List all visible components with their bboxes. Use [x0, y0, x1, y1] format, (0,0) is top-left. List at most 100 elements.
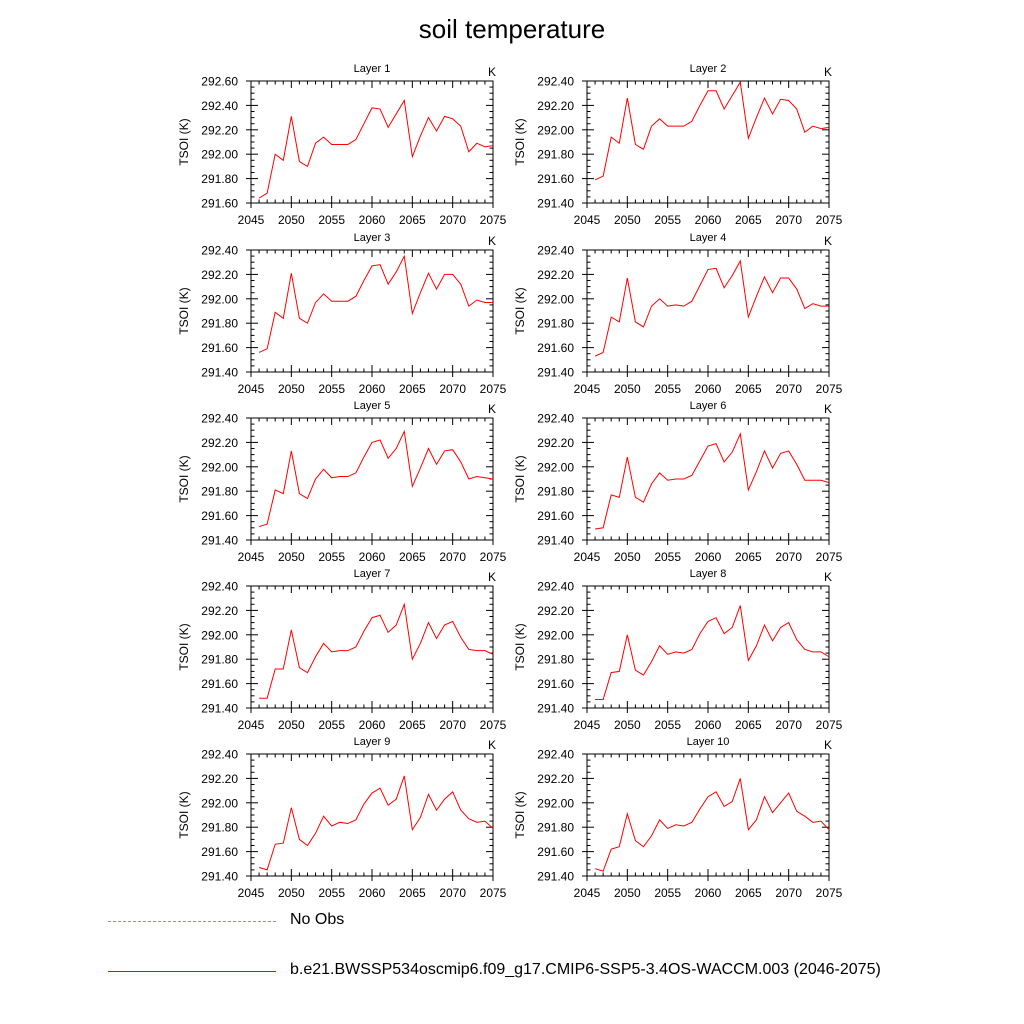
panel-title: Layer 4 — [690, 232, 727, 244]
x-tick-label: 2050 — [278, 382, 305, 396]
y-tick-label: 291.40 — [201, 534, 238, 548]
panel-layer-7: Layer 7 K 2045 2050 2055 2060 2065 2070 2075 291.… — [177, 568, 507, 732]
x-tick-label: 2060 — [359, 550, 386, 564]
legend-swatch-dashed — [108, 921, 276, 922]
x-tick-label: 2060 — [359, 886, 386, 900]
y-tick-label: 291.60 — [201, 341, 238, 355]
y-tick-label: 291.80 — [537, 485, 574, 499]
y-tick-label: 292.40 — [201, 244, 238, 258]
plot-frame — [587, 81, 829, 203]
y-tick-label: 292.40 — [537, 75, 574, 89]
y-tick-label: 292.00 — [537, 628, 574, 642]
y-tick-label: 292.40 — [201, 412, 238, 426]
y-tick-label: 292.20 — [201, 436, 238, 450]
y-tick-label: 292.00 — [201, 628, 238, 642]
x-tick-label: 2065 — [735, 213, 762, 227]
x-tick-label: 2075 — [480, 718, 507, 732]
y-tick-label: 291.40 — [537, 870, 574, 884]
x-tick-label: 2065 — [735, 382, 762, 396]
x-tick-label: 2075 — [480, 213, 507, 227]
y-tick-label: 292.00 — [201, 460, 238, 474]
y-tick-label: 292.00 — [201, 148, 238, 162]
x-tick-label: 2065 — [735, 550, 762, 564]
x-tick-label: 2050 — [614, 213, 641, 227]
x-tick-label: 2050 — [614, 718, 641, 732]
x-tick-label: 2055 — [318, 718, 345, 732]
x-tick-label: 2055 — [654, 718, 681, 732]
panel-layer-10: Layer 10 K2045 2050 2055 2060 2065 2070 2075291… — [513, 736, 843, 900]
y-tick-label: 292.40 — [537, 412, 574, 426]
y-axis-label: TSOI (K) — [177, 287, 191, 334]
series-line — [259, 256, 493, 352]
y-axis-label: TSOI (K) — [513, 623, 527, 670]
y-tick-label: 291.60 — [201, 677, 238, 691]
panel-title: Layer 2 — [690, 63, 727, 75]
y-tick-label: 292.40 — [537, 244, 574, 258]
y-tick-label: 291.80 — [201, 172, 238, 186]
x-tick-label: 2070 — [439, 213, 466, 227]
panel-layer-8: Layer 8 K2045 2050 2055 2060 2065 2070 2075291.… — [513, 568, 843, 732]
x-tick-label: 2055 — [654, 382, 681, 396]
y-tick-label: 291.80 — [537, 653, 574, 667]
y-tick-label: 292.20 — [537, 268, 574, 282]
x-tick-label: 2055 — [318, 382, 345, 396]
x-tick-label: 2055 — [318, 886, 345, 900]
panel-layer-3: Layer 3 K 2045 2050 2055 2060 2065 2070 2075 291.… — [177, 232, 507, 396]
x-tick-label: 2070 — [775, 718, 802, 732]
y-tick-label: 291.60 — [537, 845, 574, 859]
x-tick-label: 2065 — [399, 886, 426, 900]
y-axis-label: TSOI (K) — [177, 455, 191, 502]
x-tick-label: 2045 — [238, 718, 265, 732]
series-line — [259, 101, 493, 199]
series-line — [595, 778, 829, 871]
x-tick-label: 2075 — [480, 382, 507, 396]
panel-layer-4: Layer 4 K 2045 2050 2055 2060 2065 2070 2075 291.… — [513, 232, 843, 396]
x-tick-label: 2045 — [574, 718, 601, 732]
x-tick-label: 2045 — [574, 886, 601, 900]
plot-frame — [251, 754, 493, 876]
y-tick-label: 291.40 — [537, 197, 574, 211]
plot-frame — [251, 250, 493, 372]
x-tick-label: 2060 — [695, 550, 722, 564]
panel-layer-1: Layer 1 K 2045 2050 2055 2060 2065 2070 2075 291.… — [177, 63, 507, 227]
x-tick-label: 2045 — [238, 382, 265, 396]
x-tick-label: 2065 — [399, 382, 426, 396]
panel-title: Layer 9 — [354, 736, 391, 748]
series-line — [595, 261, 829, 356]
units-label: K — [488, 234, 496, 248]
units-label: K — [824, 65, 832, 79]
series-line — [595, 82, 829, 180]
panel-layer-6: Layer 6 K 2045 2050 2055 2060 2065 2070 2075 291.… — [513, 400, 843, 564]
series-line — [595, 434, 829, 529]
y-tick-label: 292.20 — [201, 268, 238, 282]
y-tick-label: 291.80 — [201, 317, 238, 331]
x-tick-label: 2070 — [775, 886, 802, 900]
y-tick-label: 291.40 — [201, 870, 238, 884]
x-tick-label: 2045 — [238, 213, 265, 227]
x-tick-label: 2060 — [695, 718, 722, 732]
plot-frame — [587, 250, 829, 372]
x-tick-label: 2055 — [318, 213, 345, 227]
y-tick-label: 292.20 — [537, 604, 574, 618]
x-tick-label: 2070 — [775, 382, 802, 396]
x-tick-label: 2075 — [816, 382, 843, 396]
series-line — [259, 604, 493, 698]
plot-frame — [251, 81, 493, 203]
panel-title: Layer 6 — [690, 400, 727, 412]
y-axis-label: TSOI (K) — [513, 455, 527, 502]
x-tick-label: 2055 — [654, 550, 681, 564]
x-tick-label: 2070 — [775, 550, 802, 564]
legend-label-model: b.e21.BWSSP534oscmip6.f09_g17.CMIP6-SSP5… — [290, 961, 881, 979]
x-tick-label: 2065 — [399, 213, 426, 227]
y-tick-label: 292.20 — [537, 99, 574, 113]
panel-title: Layer 10 — [687, 736, 730, 748]
x-tick-label: 2045 — [238, 550, 265, 564]
y-tick-label: 292.00 — [537, 292, 574, 306]
x-tick-label: 2055 — [318, 550, 345, 564]
x-tick-label: 2045 — [574, 213, 601, 227]
y-tick-label: 292.40 — [201, 748, 238, 762]
units-label: K — [488, 402, 496, 416]
panel-title: Layer 7 — [354, 568, 391, 580]
y-tick-label: 291.40 — [537, 366, 574, 380]
x-tick-label: 2060 — [695, 886, 722, 900]
